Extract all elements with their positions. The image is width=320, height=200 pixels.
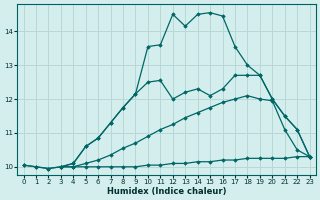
X-axis label: Humidex (Indice chaleur): Humidex (Indice chaleur) (107, 187, 226, 196)
